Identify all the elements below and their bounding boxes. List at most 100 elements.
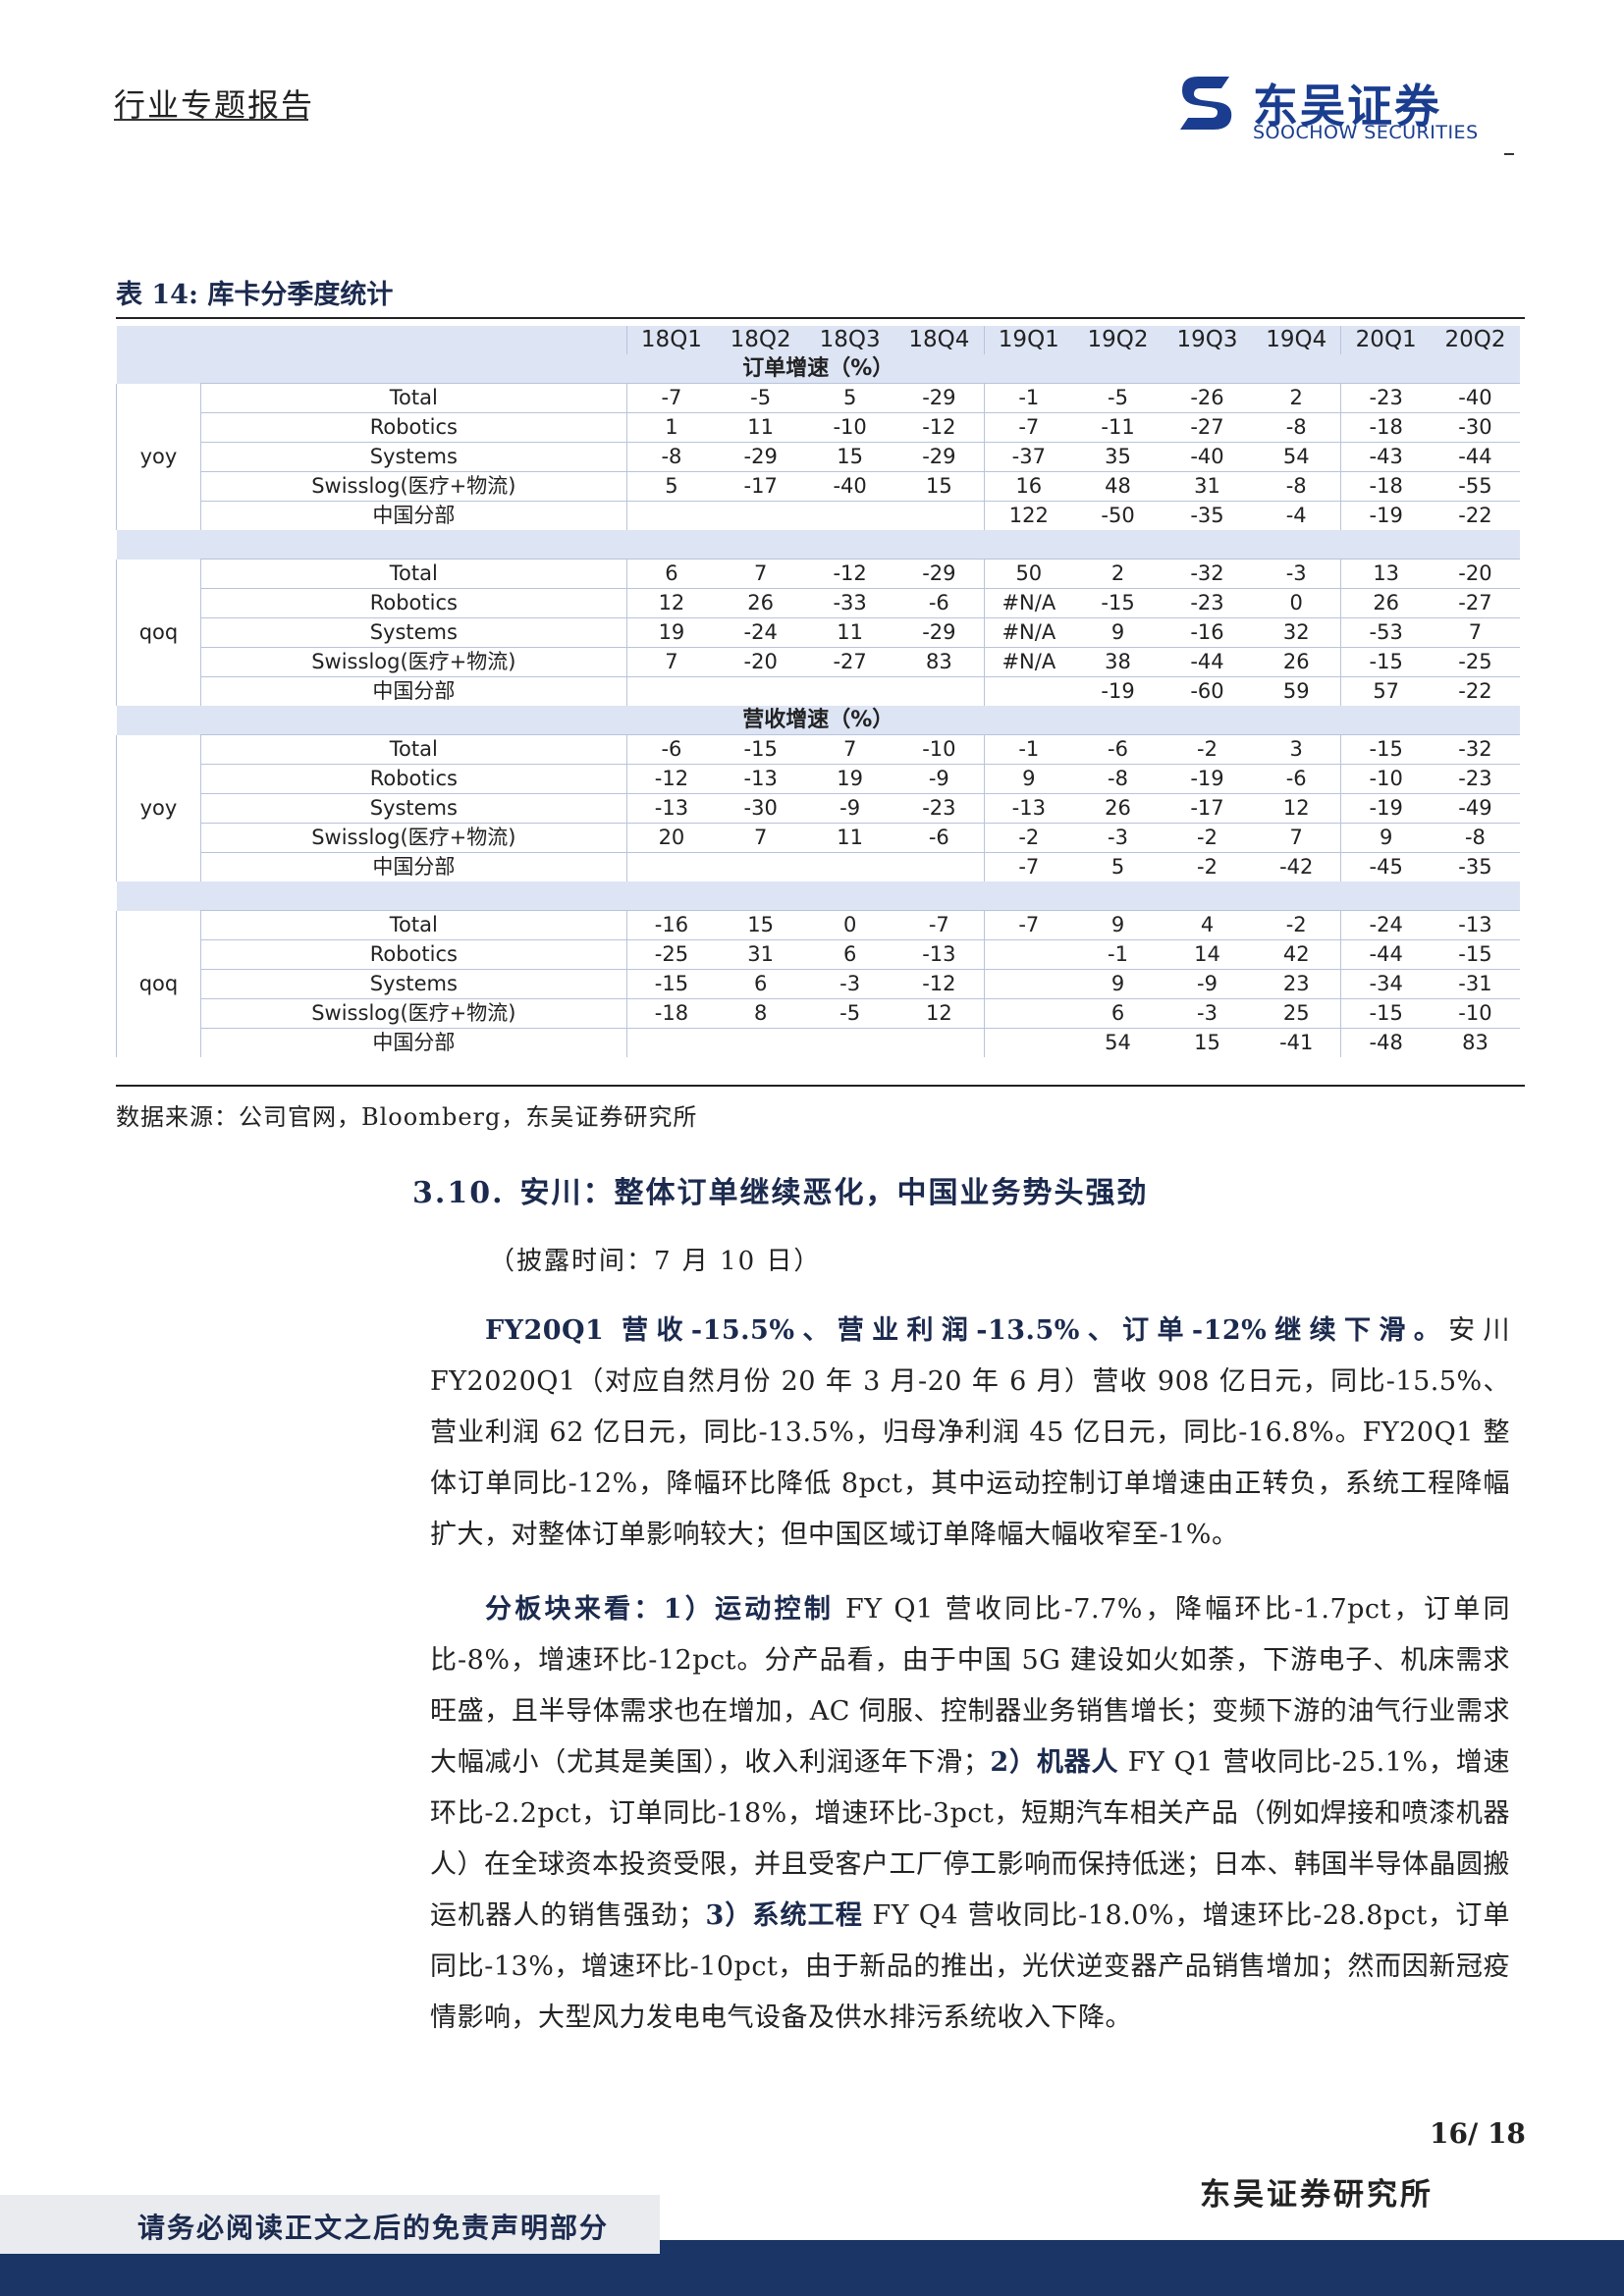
disclosure-date: （披露时间：7 月 10 日）: [489, 1247, 822, 1276]
table-row: 中国分部 54 15 -41 -48 83: [117, 1028, 1520, 1057]
table-cell: #N/A: [983, 617, 1074, 648]
table-cell: [625, 501, 717, 530]
table-cell: -15: [1340, 734, 1431, 765]
table-cell: 19: [805, 764, 895, 794]
table-cell: -29: [894, 617, 985, 648]
table-cell: -32: [1163, 559, 1252, 589]
table-cell: -10: [805, 412, 895, 443]
table-cell: -4: [1251, 501, 1341, 530]
table-cell: -17: [716, 471, 806, 502]
table-cell: 0: [1251, 588, 1341, 618]
table-cell: 50: [983, 559, 1074, 589]
table-row: yoy Total -7 -5 5 -29 -1 -5 -26 2 -23 -40: [116, 383, 1520, 530]
table-cell: -18: [625, 998, 717, 1029]
table-cell: -35: [1163, 501, 1252, 530]
table-row: Systems -13 -30 -9 -23 -13 26 -17 12 -19 -49: [117, 793, 1520, 824]
table-cell: -15: [1340, 647, 1431, 677]
row-name: 中国分部: [200, 501, 627, 530]
table-cell: -10: [894, 734, 985, 765]
table-cell: 23: [1251, 969, 1341, 999]
table-cell: -50: [1073, 501, 1164, 530]
table-cell: -25: [625, 939, 717, 970]
table-cell: -13: [625, 793, 717, 824]
table-cell: -8: [1251, 412, 1341, 443]
table-cell: -2: [1251, 910, 1341, 940]
table-cell: [805, 501, 895, 530]
table-cell: -37: [983, 442, 1074, 472]
table-cell: -6: [1251, 764, 1341, 794]
table-source-note: 数据来源：公司官网，Bloomberg，东吴证券研究所: [116, 1103, 698, 1131]
table-cell: [625, 1028, 717, 1057]
table-cell: -19: [1340, 501, 1431, 530]
table-cell: -1: [1073, 939, 1164, 970]
table-cell: -55: [1430, 471, 1520, 502]
table-cell: -7: [625, 383, 717, 413]
table-row: Swisslog(医疗+物流) 7 -20 -27 83 #N/A 38 -44 26 -15 -2…: [117, 647, 1520, 677]
table-cell: -12: [894, 969, 985, 999]
group-label: yoy: [116, 734, 201, 881]
table-cell: -23: [1430, 764, 1520, 794]
table-cell: 5: [805, 383, 895, 413]
table-cell: 83: [894, 647, 985, 677]
table-cell: -3: [1251, 559, 1341, 589]
section-row: 订单增速（%）: [116, 354, 1520, 384]
table-cell: 57: [1340, 676, 1431, 706]
table-cell: 31: [1163, 471, 1252, 502]
row-name: 中国分部: [200, 676, 627, 706]
table-row: Robotics -25 31 6 -13 -1 14 42 -44 -15: [117, 939, 1520, 970]
table-cell: 13: [1340, 559, 1431, 589]
table-cell: 25: [1251, 998, 1341, 1029]
kuka-quarterly-table: 18Q1 18Q2 18Q3 18Q4 19Q1 19Q2 19Q3 19Q4 20Q1 20Q2…: [116, 326, 1520, 1057]
row-name: Systems: [200, 969, 627, 999]
table-cell: 14: [1163, 939, 1252, 970]
table-row: qoq Total 6 7 -12 -29 50 2 -32 -3 13 -20: [116, 559, 1520, 706]
table-header-row: 18Q1 18Q2 18Q3 18Q4 19Q1 19Q2 19Q3 19Q4 20Q1 20Q2: [116, 326, 1520, 354]
brand-logo-icon: [1174, 73, 1239, 137]
column-header: 19Q2: [1073, 326, 1164, 354]
table-cell: -18: [1340, 412, 1431, 443]
table-cell: -25: [1430, 647, 1520, 677]
table-cell: -16: [1163, 617, 1252, 648]
table-cell: [894, 676, 985, 706]
report-type-label: 行业专题报告: [114, 86, 315, 124]
table-cell: -53: [1340, 617, 1431, 648]
table-cell: -40: [1430, 383, 1520, 413]
table-cell: 26: [1073, 793, 1164, 824]
segment-lead-motion: 分板块来看：1）运动控制: [485, 1594, 835, 1625]
table-cell: 15: [1163, 1028, 1252, 1057]
paragraph-summary-body: 安川 FY2020Q1（对应自然月份 20 年 3 月-20 年 6 月）营收 …: [430, 1315, 1511, 1550]
table-cell: [716, 1028, 806, 1057]
table-cell: 9: [1073, 617, 1164, 648]
table-cell: 8: [716, 998, 806, 1029]
row-name: Systems: [200, 442, 627, 472]
table-cell: -49: [1430, 793, 1520, 824]
table-cell: -13: [1430, 910, 1520, 940]
table-cell: -19: [1073, 676, 1164, 706]
footer-disclaimer: 请务必阅读正文之后的免责声明部分: [137, 2212, 610, 2244]
table-row: 中国分部 -7 5 -2 -42 -45 -35: [117, 852, 1520, 881]
row-name: Total: [200, 559, 627, 589]
table-cell: [716, 676, 806, 706]
group-gap-row: [116, 881, 1520, 911]
table-cell: -10: [1340, 764, 1431, 794]
table-cell: 26: [716, 588, 806, 618]
table-cell: 0: [805, 910, 895, 940]
table-row: qoq Total -16 15 0 -7 -7 9 4 -2 -24 -13: [116, 910, 1520, 1057]
column-header: 18Q2: [716, 326, 806, 354]
column-header: 18Q1: [625, 326, 717, 354]
row-name: Total: [200, 910, 627, 940]
table-cell: [716, 501, 806, 530]
table-cell: 11: [716, 412, 806, 443]
table-cell: -9: [894, 764, 985, 794]
table-cell: -8: [1430, 823, 1520, 853]
table-cell: #N/A: [983, 588, 1074, 618]
header-blank: [200, 326, 627, 354]
table-row: Systems -8 -29 15 -29 -37 35 -40 54 -43 -44: [117, 442, 1520, 472]
row-name: Robotics: [200, 588, 627, 618]
table-cell: 9: [1073, 910, 1164, 940]
table-cell: [894, 852, 985, 881]
group-label: qoq: [116, 910, 201, 1057]
table-row: yoy Total -6 -15 7 -10 -1 -6 -2 3 -15 -32: [116, 734, 1520, 881]
paragraph-summary-lead: FY20Q1 营收-15.5%、营业利润-13.5%、订单-12%继续下滑。: [485, 1315, 1449, 1346]
table-cell: [805, 852, 895, 881]
